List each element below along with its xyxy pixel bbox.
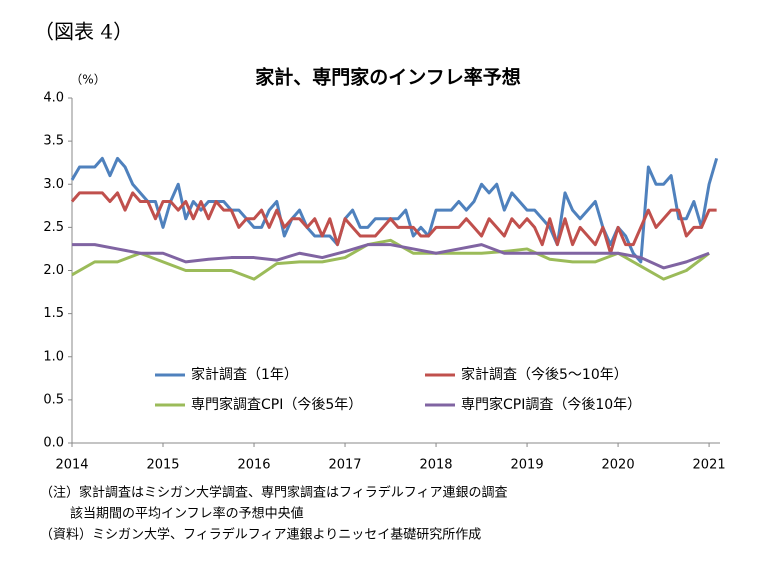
legend-label: 家計調査（1年） — [191, 366, 298, 383]
x-tick-label: 2014 — [55, 458, 88, 473]
x-tick-label: 2019 — [511, 458, 544, 473]
figure-label: （図表 4） — [34, 20, 133, 44]
legend-label: 家計調査（今後5～10年） — [461, 366, 628, 383]
note: （資料）ミシガン大学、フィラデルフィア連銀よりニッセイ基礎研究所作成 — [40, 527, 481, 543]
series-line — [72, 243, 710, 270]
x-tick-label: 2015 — [146, 458, 179, 473]
x-tick-label: 2021 — [693, 458, 726, 473]
series-line — [70, 156, 719, 264]
y-tick-label: 2.0 — [43, 263, 64, 278]
y-tick-label: 3.5 — [43, 134, 64, 149]
note: 該当期間の平均インフレ率の予想中央値 — [70, 506, 304, 522]
x-tick-label: 2020 — [602, 458, 635, 473]
y-tick-label: 1.0 — [43, 349, 64, 364]
y-tick-label: 4.0 — [43, 91, 64, 106]
series-line — [71, 238, 710, 281]
note: （注）家計調査はミシガン大学調査、専門家調査はフィラデルフィア連銀の調査 — [40, 485, 507, 501]
x-tick-label: 2018 — [419, 458, 452, 473]
y-tick-label: 2.5 — [43, 220, 64, 235]
y-tick-label: 3.0 — [43, 177, 64, 192]
y-axis-label: （%） — [70, 73, 105, 87]
chart-title: 家計、専門家のインフレ率予想 — [255, 66, 520, 89]
y-tick-label: 1.5 — [43, 306, 64, 321]
y-tick-label: 0.5 — [43, 392, 64, 407]
series-line — [70, 191, 717, 255]
legend-label: 専門家CPI調査（今後10年） — [461, 396, 641, 413]
legend-label: 専門家調査CPI（今後5年） — [191, 396, 362, 413]
x-tick-label: 2016 — [237, 458, 270, 473]
y-tick-label: 0.0 — [43, 436, 64, 451]
x-tick-label: 2017 — [328, 458, 361, 473]
